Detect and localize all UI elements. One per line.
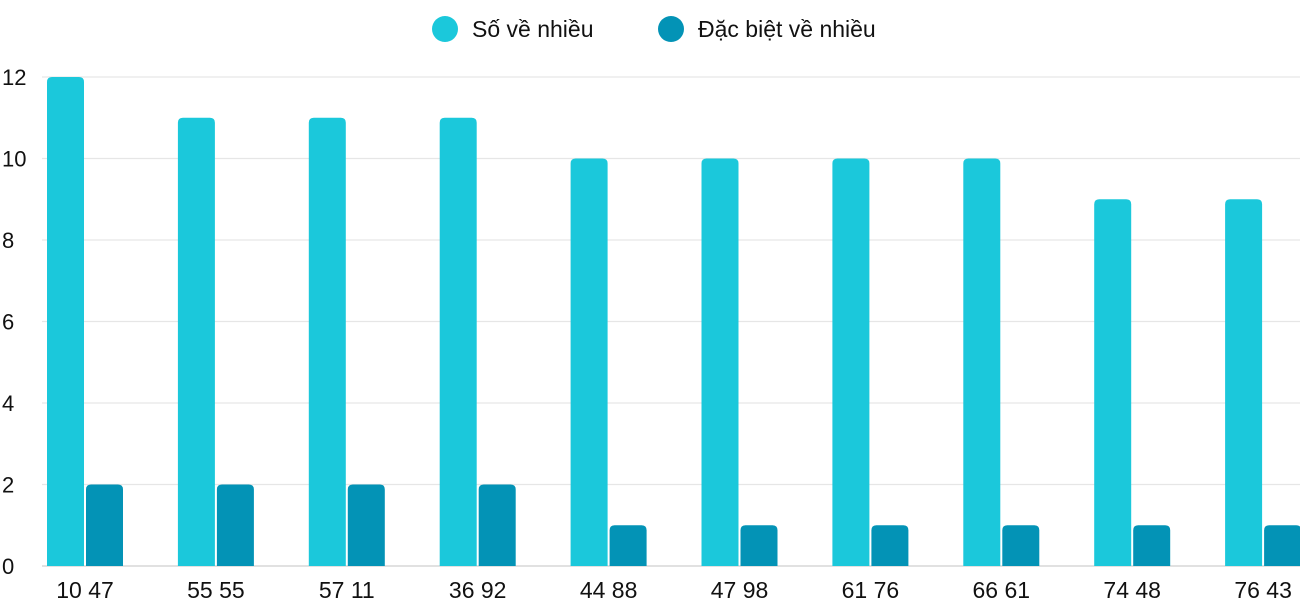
x-tick-label: 76 43	[1234, 577, 1292, 600]
bar-series-0-76-43	[1225, 199, 1263, 566]
x-tick-label: 55 55	[187, 577, 245, 600]
bar-series-1-61-76	[871, 525, 909, 566]
bar-series-0-44-88	[570, 158, 608, 566]
x-tick-label: 47 98	[711, 577, 769, 600]
bar-series-1-44-88	[609, 525, 647, 566]
y-tick-label: 4	[2, 391, 14, 416]
bar-series-1-57-11	[347, 484, 385, 566]
y-tick-label: 10	[2, 147, 26, 172]
bar-series-0-10-47	[47, 77, 84, 566]
bar-series-0-61-76	[832, 158, 870, 566]
legend-label-series-1: Đặc biệt về nhiều	[698, 16, 876, 42]
bar-series-1-10-47	[86, 484, 123, 566]
bar-series-0-66-61	[963, 158, 1001, 566]
y-tick-label: 12	[2, 65, 26, 90]
y-tick-label: 0	[2, 554, 14, 579]
bar-series-0-57-11	[308, 117, 346, 566]
legend-label-series-0: Số về nhiều	[472, 16, 593, 42]
bar-series-1-66-61	[1002, 525, 1040, 566]
bar-series-1-47-98	[740, 525, 778, 566]
x-tick-label: 57 11	[319, 577, 375, 600]
x-tick-label: 74 48	[1103, 577, 1161, 600]
legend-marker-series-0	[432, 16, 458, 42]
x-tick-label: 61 76	[842, 577, 900, 600]
x-tick-label: 36 92	[449, 577, 507, 600]
y-tick-label: 6	[2, 310, 14, 335]
bar-series-1-55-55	[216, 484, 254, 566]
x-tick-label: 66 61	[973, 577, 1031, 600]
legend-marker-series-1	[658, 16, 684, 42]
bar-series-0-55-55	[177, 117, 215, 566]
bar-series-0-74-48	[1094, 199, 1132, 566]
bar-series-1-36-92	[478, 484, 516, 566]
x-tick-label: 10 47	[56, 577, 114, 600]
bar-series-1-76-43	[1264, 525, 1300, 566]
y-tick-label: 2	[2, 473, 14, 498]
bar-series-1-74-48	[1133, 525, 1171, 566]
legend: Số về nhiều Đặc biệt về nhiều	[432, 16, 876, 42]
y-tick-label: 8	[2, 228, 14, 253]
x-tick-label: 44 88	[580, 577, 638, 600]
bar-series-0-36-92	[439, 117, 477, 566]
bar-series-0-47-98	[701, 158, 739, 566]
